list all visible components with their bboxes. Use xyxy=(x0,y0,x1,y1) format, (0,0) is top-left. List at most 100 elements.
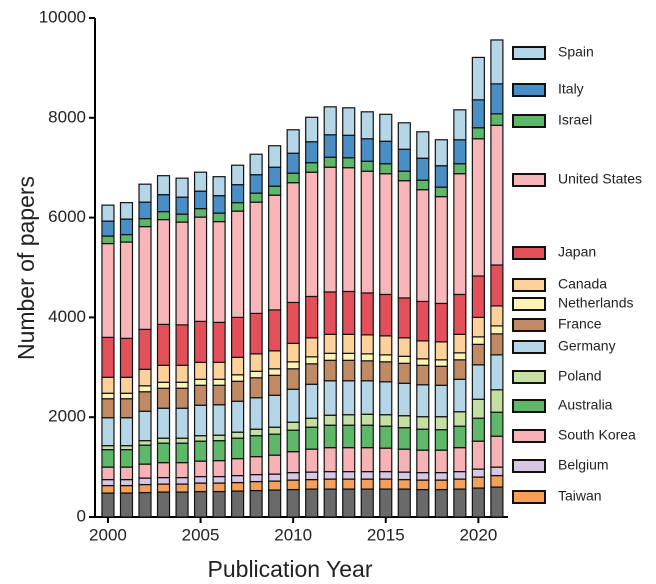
bar-segment xyxy=(286,388,300,423)
bar-segment xyxy=(471,476,485,489)
bar-segment xyxy=(471,138,485,277)
bar-segment xyxy=(231,316,245,358)
bar-segment xyxy=(286,301,300,344)
bar-segment xyxy=(416,428,430,451)
bar-segment xyxy=(323,333,337,354)
bar-segment xyxy=(119,233,134,243)
bar-segment xyxy=(101,478,115,487)
bar-segment xyxy=(323,380,337,416)
bar-segment xyxy=(231,210,245,319)
bar-segment xyxy=(416,488,430,518)
bar-segment xyxy=(138,183,152,203)
bar-segment xyxy=(360,353,374,362)
bar-segment xyxy=(397,362,411,384)
bar-segment xyxy=(268,166,282,187)
bar-segment xyxy=(323,414,337,426)
bar-segment xyxy=(397,415,411,429)
bar-segment xyxy=(268,145,282,168)
bar-segment xyxy=(193,490,208,518)
bar-segment xyxy=(175,364,189,383)
bar-segment xyxy=(138,328,152,370)
legend-label: Belgium xyxy=(558,457,609,473)
bar-segment xyxy=(119,202,134,220)
bar-segment xyxy=(138,444,152,465)
bar-segment xyxy=(416,471,430,481)
bar-segment xyxy=(138,410,152,442)
x-tick-label: 2010 xyxy=(274,525,312,544)
bar-segment xyxy=(453,447,467,473)
bar-segment xyxy=(416,300,430,342)
bar-segment xyxy=(119,492,134,518)
bar-segment xyxy=(490,435,504,468)
bar-segment xyxy=(175,407,189,439)
bar-segment xyxy=(249,312,263,355)
bar-segment xyxy=(249,192,263,203)
bar-segment xyxy=(249,435,263,458)
bar-segment xyxy=(471,127,485,140)
legend-swatch xyxy=(512,278,546,292)
bar-segment xyxy=(175,381,189,389)
bar-segment xyxy=(379,335,393,356)
bar-segment xyxy=(286,182,300,304)
bar-segment xyxy=(231,356,245,376)
bar-segment xyxy=(490,333,504,356)
bar-segment xyxy=(434,479,448,491)
bar-segment xyxy=(360,380,374,415)
bar-segment xyxy=(379,414,393,427)
bar-segment xyxy=(323,352,337,361)
bar-segment xyxy=(193,216,208,322)
bar-segment xyxy=(119,392,134,400)
bar-segment xyxy=(416,384,430,418)
bar-segment xyxy=(193,440,208,462)
bar-segment xyxy=(453,109,467,141)
bar-segment xyxy=(231,431,245,439)
bar-segment xyxy=(379,447,393,473)
bar-segment xyxy=(119,398,134,419)
legend-label: Italy xyxy=(558,81,584,97)
bar-segment xyxy=(249,428,263,437)
bar-segment xyxy=(286,421,300,431)
bar-segment xyxy=(305,488,319,518)
bar-segment xyxy=(138,385,152,393)
bar-segment xyxy=(193,404,208,437)
y-tick-label: 10000 xyxy=(39,7,86,26)
bar-segment xyxy=(342,414,356,426)
bar-segment xyxy=(305,448,319,473)
bar-segment xyxy=(323,166,337,293)
bar-segment xyxy=(490,264,504,307)
bar-segment xyxy=(305,383,319,419)
bar-segment xyxy=(212,460,226,478)
bar-segment xyxy=(379,140,393,165)
bar-segment xyxy=(323,106,337,136)
bar-segment xyxy=(212,212,226,223)
bar-segment xyxy=(490,486,504,518)
legend-label: South Korea xyxy=(558,427,636,443)
bar-segment xyxy=(286,451,300,474)
bar-segment xyxy=(434,471,448,481)
bar-segment xyxy=(379,163,393,175)
bar-segment xyxy=(397,382,411,417)
bar-segment xyxy=(231,164,245,186)
bar-segment xyxy=(268,489,282,518)
bar-segment xyxy=(323,488,337,518)
bar-segment xyxy=(119,484,134,494)
bar-segment xyxy=(342,470,356,480)
bar-segment xyxy=(323,424,337,449)
y-tick-label: 2000 xyxy=(48,407,86,426)
bar-segment xyxy=(342,488,356,518)
bar-segment xyxy=(305,171,319,298)
bar-segment xyxy=(342,424,356,449)
bar-segment xyxy=(453,139,467,165)
bar-segment xyxy=(490,305,504,327)
bar-segment xyxy=(453,488,467,518)
bar-segment xyxy=(101,242,115,338)
bar-segment xyxy=(323,470,337,480)
bar-segment xyxy=(342,380,356,416)
bar-segment xyxy=(342,157,356,169)
legend-swatch xyxy=(512,318,546,332)
bar-segment xyxy=(212,490,226,518)
bar-segment xyxy=(305,478,319,490)
bar-segment xyxy=(342,352,356,361)
bar-segment xyxy=(323,291,337,335)
